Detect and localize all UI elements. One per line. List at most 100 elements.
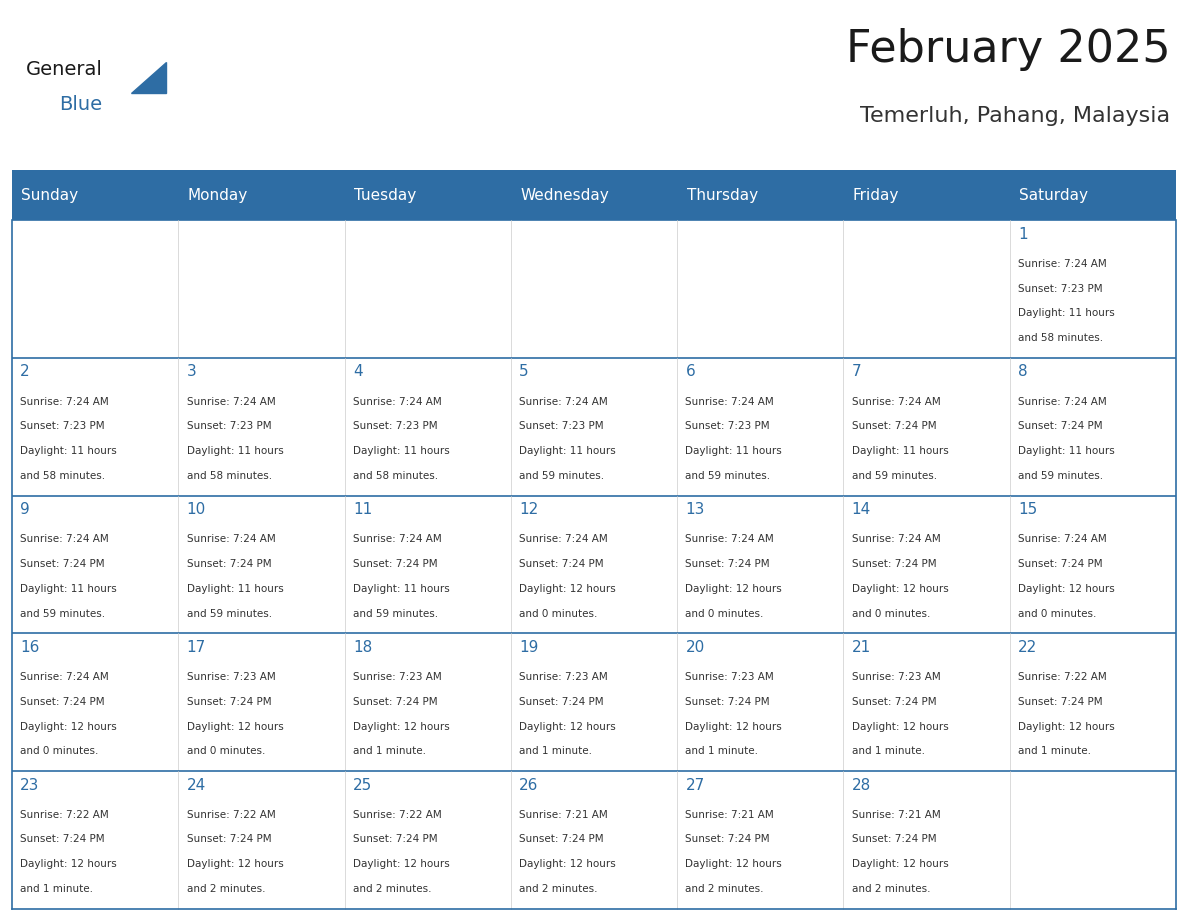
Text: Sunrise: 7:21 AM: Sunrise: 7:21 AM [852,810,941,820]
Text: and 2 minutes.: and 2 minutes. [852,884,930,894]
Text: Daylight: 12 hours: Daylight: 12 hours [852,722,948,732]
Text: Daylight: 12 hours: Daylight: 12 hours [1018,722,1114,732]
Text: Sunset: 7:24 PM: Sunset: 7:24 PM [353,559,437,569]
Text: Daylight: 12 hours: Daylight: 12 hours [20,859,116,869]
Text: and 0 minutes.: and 0 minutes. [519,609,598,619]
Text: and 1 minute.: and 1 minute. [20,884,93,894]
Text: and 2 minutes.: and 2 minutes. [519,884,598,894]
Text: Sunset: 7:23 PM: Sunset: 7:23 PM [685,421,770,431]
Text: Sunrise: 7:24 AM: Sunrise: 7:24 AM [1018,534,1107,544]
Text: Sunrise: 7:22 AM: Sunrise: 7:22 AM [187,810,276,820]
Bar [178,496,345,633]
Text: and 58 minutes.: and 58 minutes. [187,471,272,481]
Text: and 58 minutes.: and 58 minutes. [20,471,106,481]
Text: 7: 7 [852,364,861,379]
Text: and 58 minutes.: and 58 minutes. [1018,333,1104,343]
Text: Sunset: 7:24 PM: Sunset: 7:24 PM [353,697,437,707]
Text: 13: 13 [685,502,704,517]
Text: Daylight: 12 hours: Daylight: 12 hours [519,859,615,869]
Text: Sunset: 7:24 PM: Sunset: 7:24 PM [852,697,936,707]
Text: Daylight: 11 hours: Daylight: 11 hours [1018,308,1114,319]
Text: 14: 14 [852,502,871,517]
Bar [843,496,1010,633]
Text: Sunrise: 7:24 AM: Sunrise: 7:24 AM [353,397,442,407]
Text: Sunset: 7:23 PM: Sunset: 7:23 PM [519,421,604,431]
Text: Daylight: 11 hours: Daylight: 11 hours [852,446,948,456]
Bar [1010,771,1176,909]
Bar [843,358,1010,496]
Text: Daylight: 12 hours: Daylight: 12 hours [353,722,449,732]
Text: Daylight: 12 hours: Daylight: 12 hours [685,584,782,594]
Bar [1010,633,1176,771]
Text: Sunrise: 7:23 AM: Sunrise: 7:23 AM [852,672,941,682]
Text: Sunrise: 7:24 AM: Sunrise: 7:24 AM [852,534,941,544]
Text: 18: 18 [353,640,372,655]
Bar [345,496,511,633]
Bar [12,633,178,771]
Bar [345,220,511,358]
Bar [511,633,677,771]
Text: Friday: Friday [853,187,899,203]
Text: Sunrise: 7:22 AM: Sunrise: 7:22 AM [20,810,109,820]
Text: Daylight: 11 hours: Daylight: 11 hours [187,584,283,594]
Polygon shape [131,62,166,93]
Text: Sunrise: 7:24 AM: Sunrise: 7:24 AM [685,397,775,407]
Text: Sunrise: 7:24 AM: Sunrise: 7:24 AM [852,397,941,407]
Text: Daylight: 11 hours: Daylight: 11 hours [685,446,782,456]
Text: Saturday: Saturday [1019,187,1088,203]
Text: 6: 6 [685,364,695,379]
Text: and 1 minute.: and 1 minute. [1018,746,1091,756]
Text: 28: 28 [852,778,871,792]
Text: 24: 24 [187,778,206,792]
Text: Sunset: 7:24 PM: Sunset: 7:24 PM [852,834,936,845]
Text: Sunrise: 7:21 AM: Sunrise: 7:21 AM [685,810,775,820]
Text: Sunrise: 7:23 AM: Sunrise: 7:23 AM [685,672,775,682]
Text: Sunset: 7:24 PM: Sunset: 7:24 PM [20,834,105,845]
Text: 9: 9 [20,502,30,517]
Text: 20: 20 [685,640,704,655]
Text: Daylight: 12 hours: Daylight: 12 hours [187,859,283,869]
Bar [511,358,677,496]
Text: Sunrise: 7:24 AM: Sunrise: 7:24 AM [187,397,276,407]
Text: Sunrise: 7:21 AM: Sunrise: 7:21 AM [519,810,608,820]
Text: February 2025: February 2025 [846,28,1170,71]
Text: Blue: Blue [59,95,102,114]
Bar [843,771,1010,909]
Text: Sunset: 7:24 PM: Sunset: 7:24 PM [519,834,604,845]
Text: Sunrise: 7:23 AM: Sunrise: 7:23 AM [519,672,608,682]
Text: Sunset: 7:24 PM: Sunset: 7:24 PM [685,697,770,707]
Text: Daylight: 11 hours: Daylight: 11 hours [1018,446,1114,456]
Text: and 0 minutes.: and 0 minutes. [1018,609,1097,619]
Text: Sunrise: 7:24 AM: Sunrise: 7:24 AM [20,397,109,407]
Text: Sunset: 7:23 PM: Sunset: 7:23 PM [353,421,437,431]
Text: 8: 8 [1018,364,1028,379]
Text: 3: 3 [187,364,196,379]
Text: and 2 minutes.: and 2 minutes. [685,884,764,894]
Text: 17: 17 [187,640,206,655]
Text: Sunrise: 7:24 AM: Sunrise: 7:24 AM [1018,259,1107,269]
Text: Daylight: 12 hours: Daylight: 12 hours [1018,584,1114,594]
Text: Sunset: 7:24 PM: Sunset: 7:24 PM [685,834,770,845]
Text: and 59 minutes.: and 59 minutes. [20,609,106,619]
Text: 2: 2 [20,364,30,379]
Text: and 0 minutes.: and 0 minutes. [685,609,764,619]
Bar [511,496,677,633]
Text: and 59 minutes.: and 59 minutes. [519,471,605,481]
Bar [511,220,677,358]
Text: 4: 4 [353,364,362,379]
Text: Daylight: 12 hours: Daylight: 12 hours [353,859,449,869]
Bar [511,771,677,909]
Text: 25: 25 [353,778,372,792]
Text: Sunrise: 7:24 AM: Sunrise: 7:24 AM [20,534,109,544]
Text: Wednesday: Wednesday [520,187,609,203]
Text: and 58 minutes.: and 58 minutes. [353,471,438,481]
Text: Sunset: 7:24 PM: Sunset: 7:24 PM [187,834,271,845]
Text: Sunrise: 7:22 AM: Sunrise: 7:22 AM [353,810,442,820]
Text: 5: 5 [519,364,529,379]
Text: Daylight: 12 hours: Daylight: 12 hours [685,722,782,732]
Text: Daylight: 11 hours: Daylight: 11 hours [519,446,615,456]
Bar [178,633,345,771]
Text: 11: 11 [353,502,372,517]
Text: Tuesday: Tuesday [354,187,416,203]
Text: Sunset: 7:24 PM: Sunset: 7:24 PM [519,697,604,707]
